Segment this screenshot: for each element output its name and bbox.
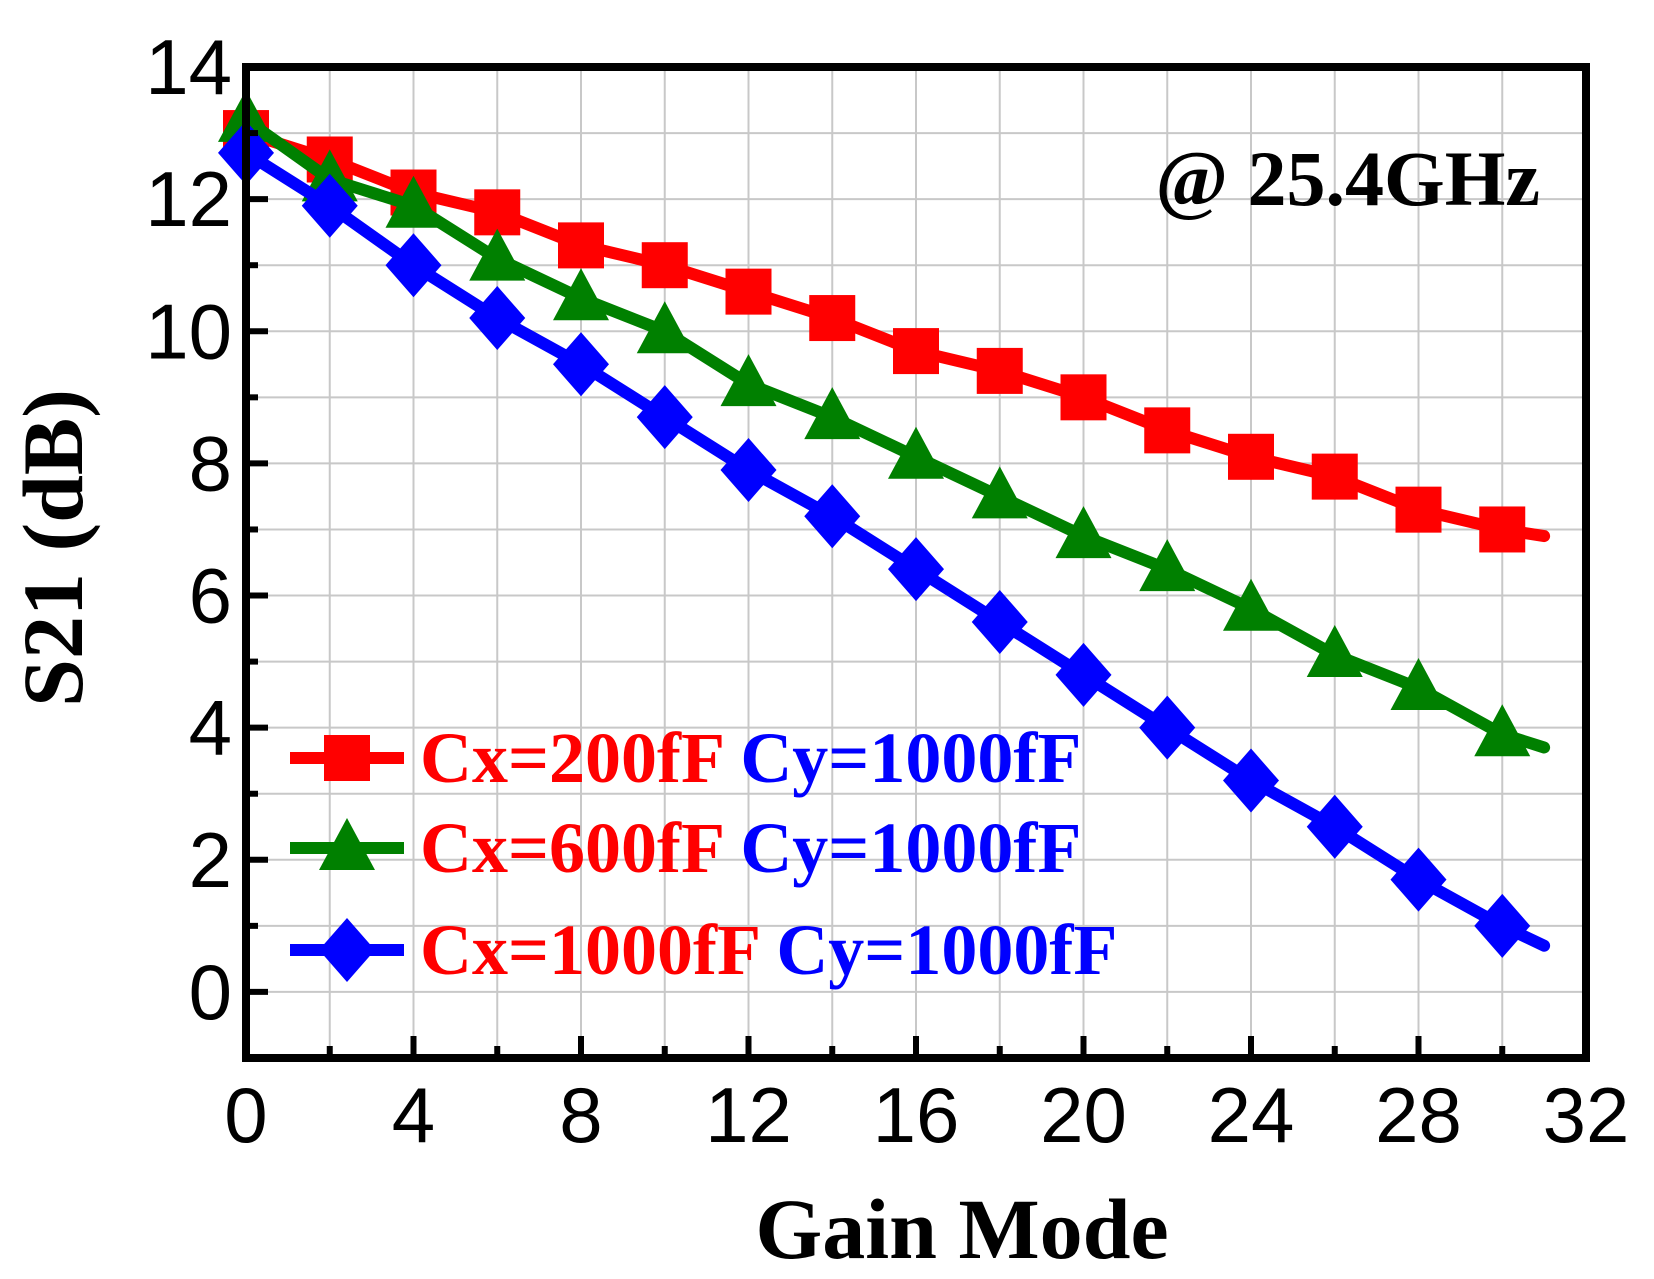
data-point [469, 228, 526, 281]
data-point [971, 589, 1028, 654]
y-tick-label: 4 [189, 684, 232, 772]
data-point [469, 286, 526, 351]
x-tick-label: 24 [1208, 1071, 1295, 1159]
data-point [1479, 506, 1526, 553]
legend-label: Cx=200fF Cy=1000fF [420, 718, 1081, 798]
data-point [553, 268, 609, 321]
data-point [1228, 433, 1274, 480]
data-point [804, 387, 861, 440]
y-tick-label: 10 [145, 287, 232, 375]
x-tick-label: 4 [392, 1071, 435, 1159]
x-tick-label: 0 [224, 1071, 267, 1159]
x-tick-label: 20 [1040, 1071, 1127, 1159]
data-point [1474, 704, 1531, 757]
data-point [558, 222, 604, 269]
legend-label-cy: Cy=1000fF [740, 718, 1081, 798]
x-tick-label: 16 [873, 1071, 960, 1159]
legend-label-cy: Cy=1000fF [776, 910, 1117, 990]
data-point [641, 242, 688, 289]
data-point [809, 295, 856, 342]
data-point [301, 173, 358, 238]
data-point [971, 466, 1028, 519]
data-point [725, 268, 772, 315]
data-point [636, 385, 693, 450]
y-tick-label: 14 [145, 23, 232, 111]
x-tick-label: 28 [1375, 1071, 1462, 1159]
data-point [385, 175, 442, 228]
legend-label-cy: Cy=1000fF [740, 808, 1081, 888]
series-3 [218, 120, 1551, 958]
data-point [474, 189, 521, 236]
data-point [1474, 893, 1531, 958]
data-point [385, 233, 442, 298]
data-point [1139, 539, 1196, 592]
data-point [1223, 748, 1279, 813]
data-point [1139, 695, 1196, 760]
legend-label: Cx=600fF Cy=1000fF [420, 808, 1081, 888]
y-tick-label: 2 [189, 816, 232, 904]
data-point [1306, 624, 1363, 677]
data-point [1311, 453, 1358, 500]
x-tick-label: 32 [1543, 1071, 1630, 1159]
data-point [720, 438, 777, 503]
y-tick-label: 6 [189, 552, 232, 640]
data-point [1306, 794, 1363, 859]
data-point [1060, 374, 1107, 421]
x-axis-title: Gain Mode [755, 1181, 1168, 1277]
data-point [1055, 506, 1112, 559]
data-point [1390, 658, 1447, 711]
data-point [1144, 407, 1191, 454]
y-tick-label: 8 [189, 419, 232, 507]
data-point [1395, 486, 1442, 533]
legend-marker [319, 918, 375, 982]
data-point [804, 484, 861, 549]
data-point [976, 347, 1023, 394]
x-tick-label: 12 [705, 1071, 792, 1159]
legend-label-cx: Cx=1000fF [420, 910, 776, 990]
data-point [1223, 578, 1279, 631]
data-point [553, 332, 609, 397]
legend-label-cx: Cx=600fF [420, 808, 740, 888]
legend-marker [324, 735, 370, 781]
axis-ticks [243, 64, 1589, 1061]
series-layer [218, 89, 1551, 958]
legend-label-cx: Cx=200fF [420, 718, 740, 798]
y-tick-label: 12 [145, 155, 232, 243]
legend-entry-3: Cx=1000fF Cy=1000fF [290, 910, 1117, 990]
data-point [720, 354, 777, 407]
legend-marker [319, 818, 375, 870]
data-point [636, 301, 693, 354]
x-tick-label: 8 [559, 1071, 602, 1159]
data-point [888, 537, 944, 602]
legend-entry-2: Cx=600fF Cy=1000fF [290, 808, 1081, 888]
y-axis-title: S21 (dB) [5, 389, 101, 707]
frequency-annotation: @ 25.4GHz [1155, 135, 1540, 222]
data-point [1055, 642, 1112, 707]
data-point [893, 328, 939, 375]
y-tick-label: 0 [189, 948, 232, 1036]
legend-label: Cx=1000fF Cy=1000fF [420, 910, 1117, 990]
data-point [1390, 847, 1447, 912]
data-point [888, 426, 944, 479]
legend-entry-1: Cx=200fF Cy=1000fF [290, 718, 1081, 798]
